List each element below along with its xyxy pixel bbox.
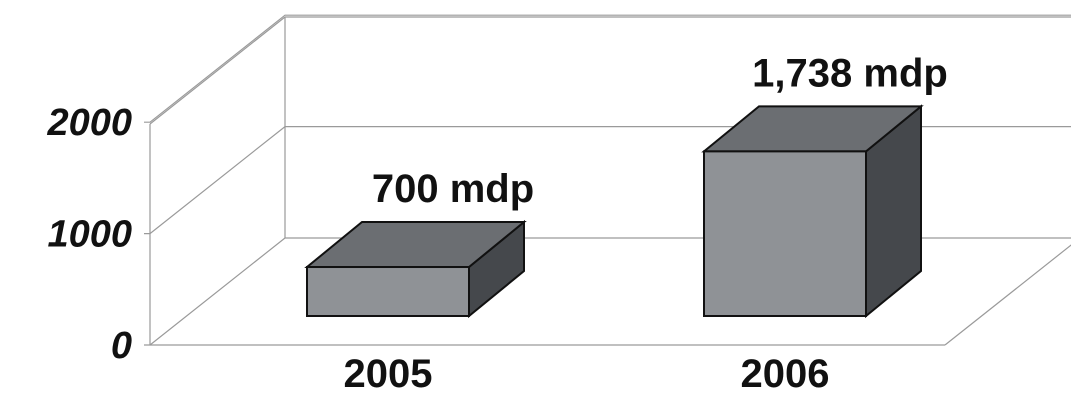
y-tick-label-0: 0	[111, 325, 132, 367]
x-tick-label-2005: 2005	[344, 352, 433, 394]
gridline-2000	[144, 14, 1071, 123]
grid-layer	[144, 14, 1071, 346]
data-label-2005: 700 mdp	[372, 167, 534, 211]
gridline-1000	[144, 125, 1071, 235]
bar-front-face-2006	[703, 150, 867, 317]
floor-right-edge	[944, 244, 1071, 346]
bar-2006	[701, 104, 924, 319]
y-tick-label-1000: 1000	[47, 214, 132, 256]
label-layer: 0 1000 2000 700 mdp 2005 1,738 mdp 2006	[46, 51, 947, 394]
data-label-2006: 1,738 mdp	[752, 51, 948, 95]
bar-front-face-2005	[306, 266, 470, 317]
wall-top-diagonal	[149, 16, 286, 125]
bar-2005	[304, 219, 527, 319]
gridline-0	[144, 237, 1071, 346]
bar-layer	[304, 104, 924, 319]
y-tick-label-2000: 2000	[46, 102, 132, 144]
x-tick-label-2006: 2006	[741, 352, 830, 394]
